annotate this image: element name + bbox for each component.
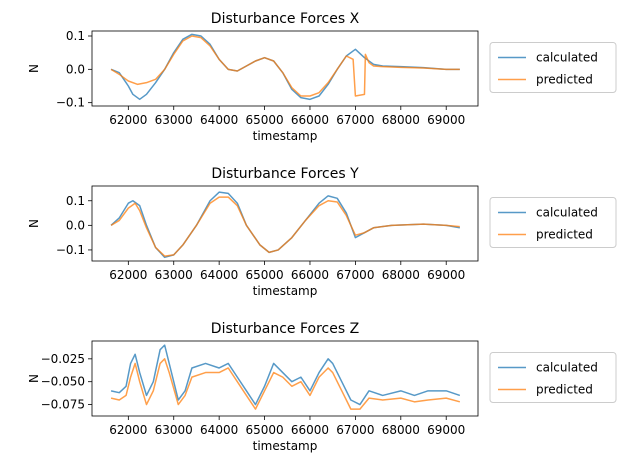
x-tick-label: 64000 — [200, 423, 238, 437]
x-tick-label: 68000 — [382, 268, 420, 282]
subplot-3: Disturbance Forces Z 62000 63000 64000 65000… — [27, 321, 617, 453]
y-tick-label: −0.075 — [41, 398, 85, 412]
x-tick-label: 63000 — [155, 268, 193, 282]
subplot-title: Disturbance Forces Y — [211, 166, 359, 182]
x-tick-label: 63000 — [155, 423, 193, 437]
x-tick-label: 62000 — [109, 423, 147, 437]
x-tick-label: 66000 — [291, 113, 329, 127]
y-axis-label: N — [27, 219, 41, 228]
y-tick-label: 0.0 — [66, 62, 85, 76]
series-line-predicted — [110, 196, 460, 257]
x-tick-label: 69000 — [427, 423, 465, 437]
x-tick-label: 66000 — [291, 268, 329, 282]
x-tick-label: 69000 — [427, 113, 465, 127]
legend-label-predicted: predicted — [536, 228, 593, 242]
y-axis-label: N — [27, 64, 41, 73]
x-tick-label: 64000 — [200, 268, 238, 282]
series-line-predicted — [110, 358, 461, 410]
x-axis-label: timestamp — [253, 284, 318, 298]
legend-label-calculated: calculated — [536, 51, 598, 65]
y-tick-label: 0.0 — [66, 218, 85, 232]
subplot-title: Disturbance Forces X — [211, 11, 360, 27]
x-axis-label: timestamp — [253, 129, 318, 143]
x-tick-label: 68000 — [382, 423, 420, 437]
x-tick-label: 66000 — [291, 423, 329, 437]
subplot-title: Disturbance Forces Z — [211, 321, 359, 337]
plot-frame — [91, 30, 479, 107]
x-tick-label: 67000 — [336, 423, 374, 437]
subplot-1: Disturbance Forces X 62000 63000 64000 65000… — [27, 11, 617, 143]
legend: calculated predicted — [489, 42, 617, 93]
x-tick-label: 65000 — [245, 268, 283, 282]
x-tick-label: 65000 — [245, 113, 283, 127]
x-tick-label: 68000 — [382, 113, 420, 127]
x-tick-label: 62000 — [109, 113, 147, 127]
x-tick-label: 64000 — [200, 113, 238, 127]
series-line-calculated — [110, 344, 461, 406]
y-tick-label: 0.1 — [66, 194, 85, 208]
x-tick-label: 62000 — [109, 268, 147, 282]
y-tick-label: −0.025 — [41, 352, 85, 366]
y-tick-label: −0.1 — [56, 96, 85, 110]
x-tick-label: 65000 — [245, 423, 283, 437]
subplot-2: Disturbance Forces Y 62000 63000 64000 65000… — [27, 166, 617, 298]
x-axis-label: timestamp — [253, 439, 318, 453]
plot-frame — [91, 185, 479, 262]
series-line-predicted — [110, 35, 460, 97]
x-tick-label: 67000 — [336, 113, 374, 127]
legend-label-predicted: predicted — [536, 73, 593, 87]
plot-frame — [91, 340, 479, 417]
x-tick-label: 67000 — [336, 268, 374, 282]
y-axis-label: N — [27, 374, 41, 383]
y-tick-label: 0.1 — [66, 29, 85, 43]
legend-label-calculated: calculated — [536, 206, 598, 220]
x-tick-label: 69000 — [427, 268, 465, 282]
x-tick-label: 63000 — [155, 113, 193, 127]
legend: calculated predicted — [489, 352, 617, 403]
legend-label-predicted: predicted — [536, 383, 593, 397]
y-tick-label: −0.050 — [41, 375, 85, 389]
legend: calculated predicted — [489, 197, 617, 248]
legend-label-calculated: calculated — [536, 361, 598, 375]
y-tick-label: −0.1 — [56, 243, 85, 257]
